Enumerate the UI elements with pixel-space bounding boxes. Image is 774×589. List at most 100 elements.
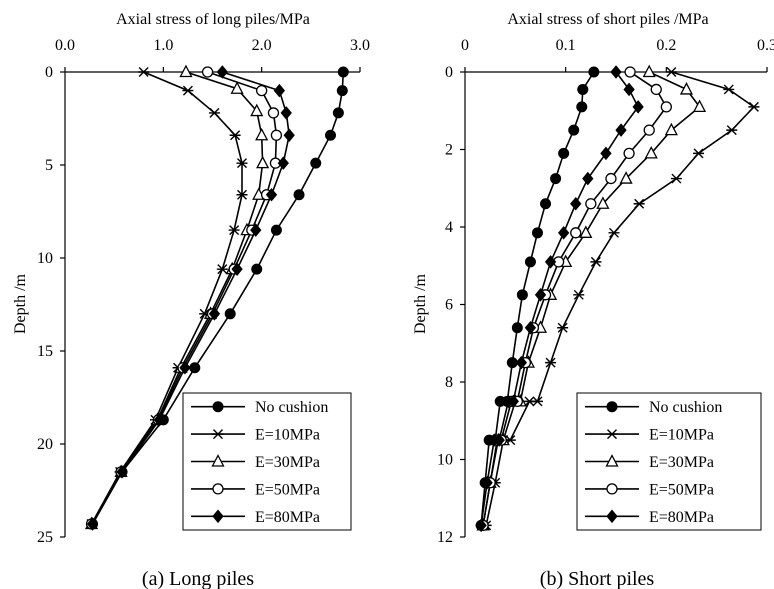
data-point	[679, 82, 694, 95]
y-tick-label: 15	[37, 343, 53, 360]
legend: No cushion E=10MPa E=30MPa E=50MPa E=80MPa	[182, 392, 352, 531]
data-point	[692, 99, 707, 113]
x-tick-label: 0.3	[757, 37, 774, 54]
data-point	[250, 223, 262, 237]
y-tick-label: 12	[437, 529, 453, 546]
data-point	[310, 157, 322, 169]
data-point	[231, 262, 243, 276]
data-point	[524, 320, 537, 335]
y-tick-label: 2	[445, 142, 453, 159]
y-tick-label: 4	[445, 219, 453, 236]
y-tick-label: 20	[37, 436, 53, 453]
data-point	[573, 289, 585, 300]
x-axis-title: Axial stress of short piles /MPa	[507, 11, 708, 28]
legend: No cushion E=10MPa E=30MPa E=50MPa E=80MPa	[576, 392, 762, 531]
data-point	[265, 187, 278, 202]
panel-long-piles: Axial stress of long piles/MPa Depth /m …	[12, 11, 370, 589]
data-point	[270, 129, 283, 141]
data-point	[570, 196, 582, 211]
data-point	[208, 307, 221, 321]
data-point	[615, 123, 627, 137]
data-point	[633, 198, 645, 209]
data-point	[208, 107, 220, 118]
data-point	[540, 198, 552, 210]
data-point	[600, 146, 612, 161]
data-point	[579, 225, 593, 238]
data-point	[596, 196, 610, 209]
data-point	[516, 289, 528, 301]
legend-label: E=50MPa	[649, 481, 714, 498]
data-point	[270, 224, 282, 236]
data-point	[179, 360, 191, 375]
data-point	[229, 130, 241, 141]
data-point	[475, 518, 487, 533]
data-point	[325, 129, 336, 141]
data-point	[610, 65, 622, 79]
data-point	[726, 125, 738, 136]
data-point	[511, 322, 523, 334]
data-point	[642, 64, 656, 78]
data-point	[557, 322, 569, 333]
series-4	[86, 65, 295, 531]
data-point	[189, 362, 201, 374]
data-point	[534, 288, 547, 302]
series-4	[475, 65, 644, 533]
data-point	[201, 66, 214, 78]
data-point	[138, 67, 150, 77]
data-point	[665, 67, 677, 77]
data-point	[182, 85, 194, 96]
data-point	[531, 227, 543, 239]
legend-marker	[606, 483, 618, 495]
legend-marker	[606, 509, 618, 524]
data-point	[116, 465, 128, 479]
data-point	[332, 107, 344, 119]
y-tick-label: 10	[37, 250, 53, 267]
panel-caption: (a) Long piles	[142, 568, 254, 589]
data-point	[585, 198, 597, 210]
data-point	[608, 227, 620, 238]
legend-label: E=80MPa	[255, 509, 320, 526]
data-point	[623, 82, 635, 97]
data-point	[488, 433, 500, 447]
data-point	[255, 127, 269, 141]
data-point	[230, 81, 244, 94]
data-point	[582, 171, 594, 186]
data-point	[590, 256, 602, 267]
data-point	[236, 189, 248, 200]
x-tick-label: 2.0	[252, 37, 272, 54]
data-point	[267, 107, 280, 119]
x-tick-label: 3.0	[350, 37, 370, 54]
data-point	[256, 155, 270, 169]
data-point	[515, 355, 528, 370]
data-point	[283, 128, 295, 143]
legend-label: E=30MPa	[649, 454, 714, 471]
legend-label: E=10MPa	[255, 427, 320, 444]
data-point	[523, 396, 535, 407]
data-point	[576, 101, 588, 113]
y-tick-label: 0	[445, 64, 453, 81]
legend-marker	[212, 509, 224, 524]
data-point	[179, 64, 193, 78]
legend-marker	[212, 401, 224, 413]
data-point	[228, 225, 240, 236]
panel-short-piles: Axial stress of short piles /MPa Depth /…	[412, 11, 774, 589]
data-point	[236, 158, 248, 169]
data-point	[670, 173, 682, 184]
data-point	[624, 66, 636, 78]
y-tick-label: 6	[445, 297, 453, 314]
data-point	[570, 227, 582, 239]
data-point	[337, 66, 349, 78]
data-point	[660, 101, 672, 113]
data-point	[216, 65, 228, 79]
data-point	[619, 171, 633, 184]
legend-marker	[211, 454, 225, 467]
data-point	[577, 83, 589, 95]
data-point	[153, 413, 166, 427]
data-point	[588, 66, 600, 78]
legend-marker	[212, 483, 224, 495]
y-axis-title: Depth /m	[412, 273, 429, 334]
data-point	[632, 100, 644, 114]
data-point	[545, 357, 557, 368]
data-point	[664, 122, 678, 136]
legend-label: E=50MPa	[255, 481, 320, 498]
